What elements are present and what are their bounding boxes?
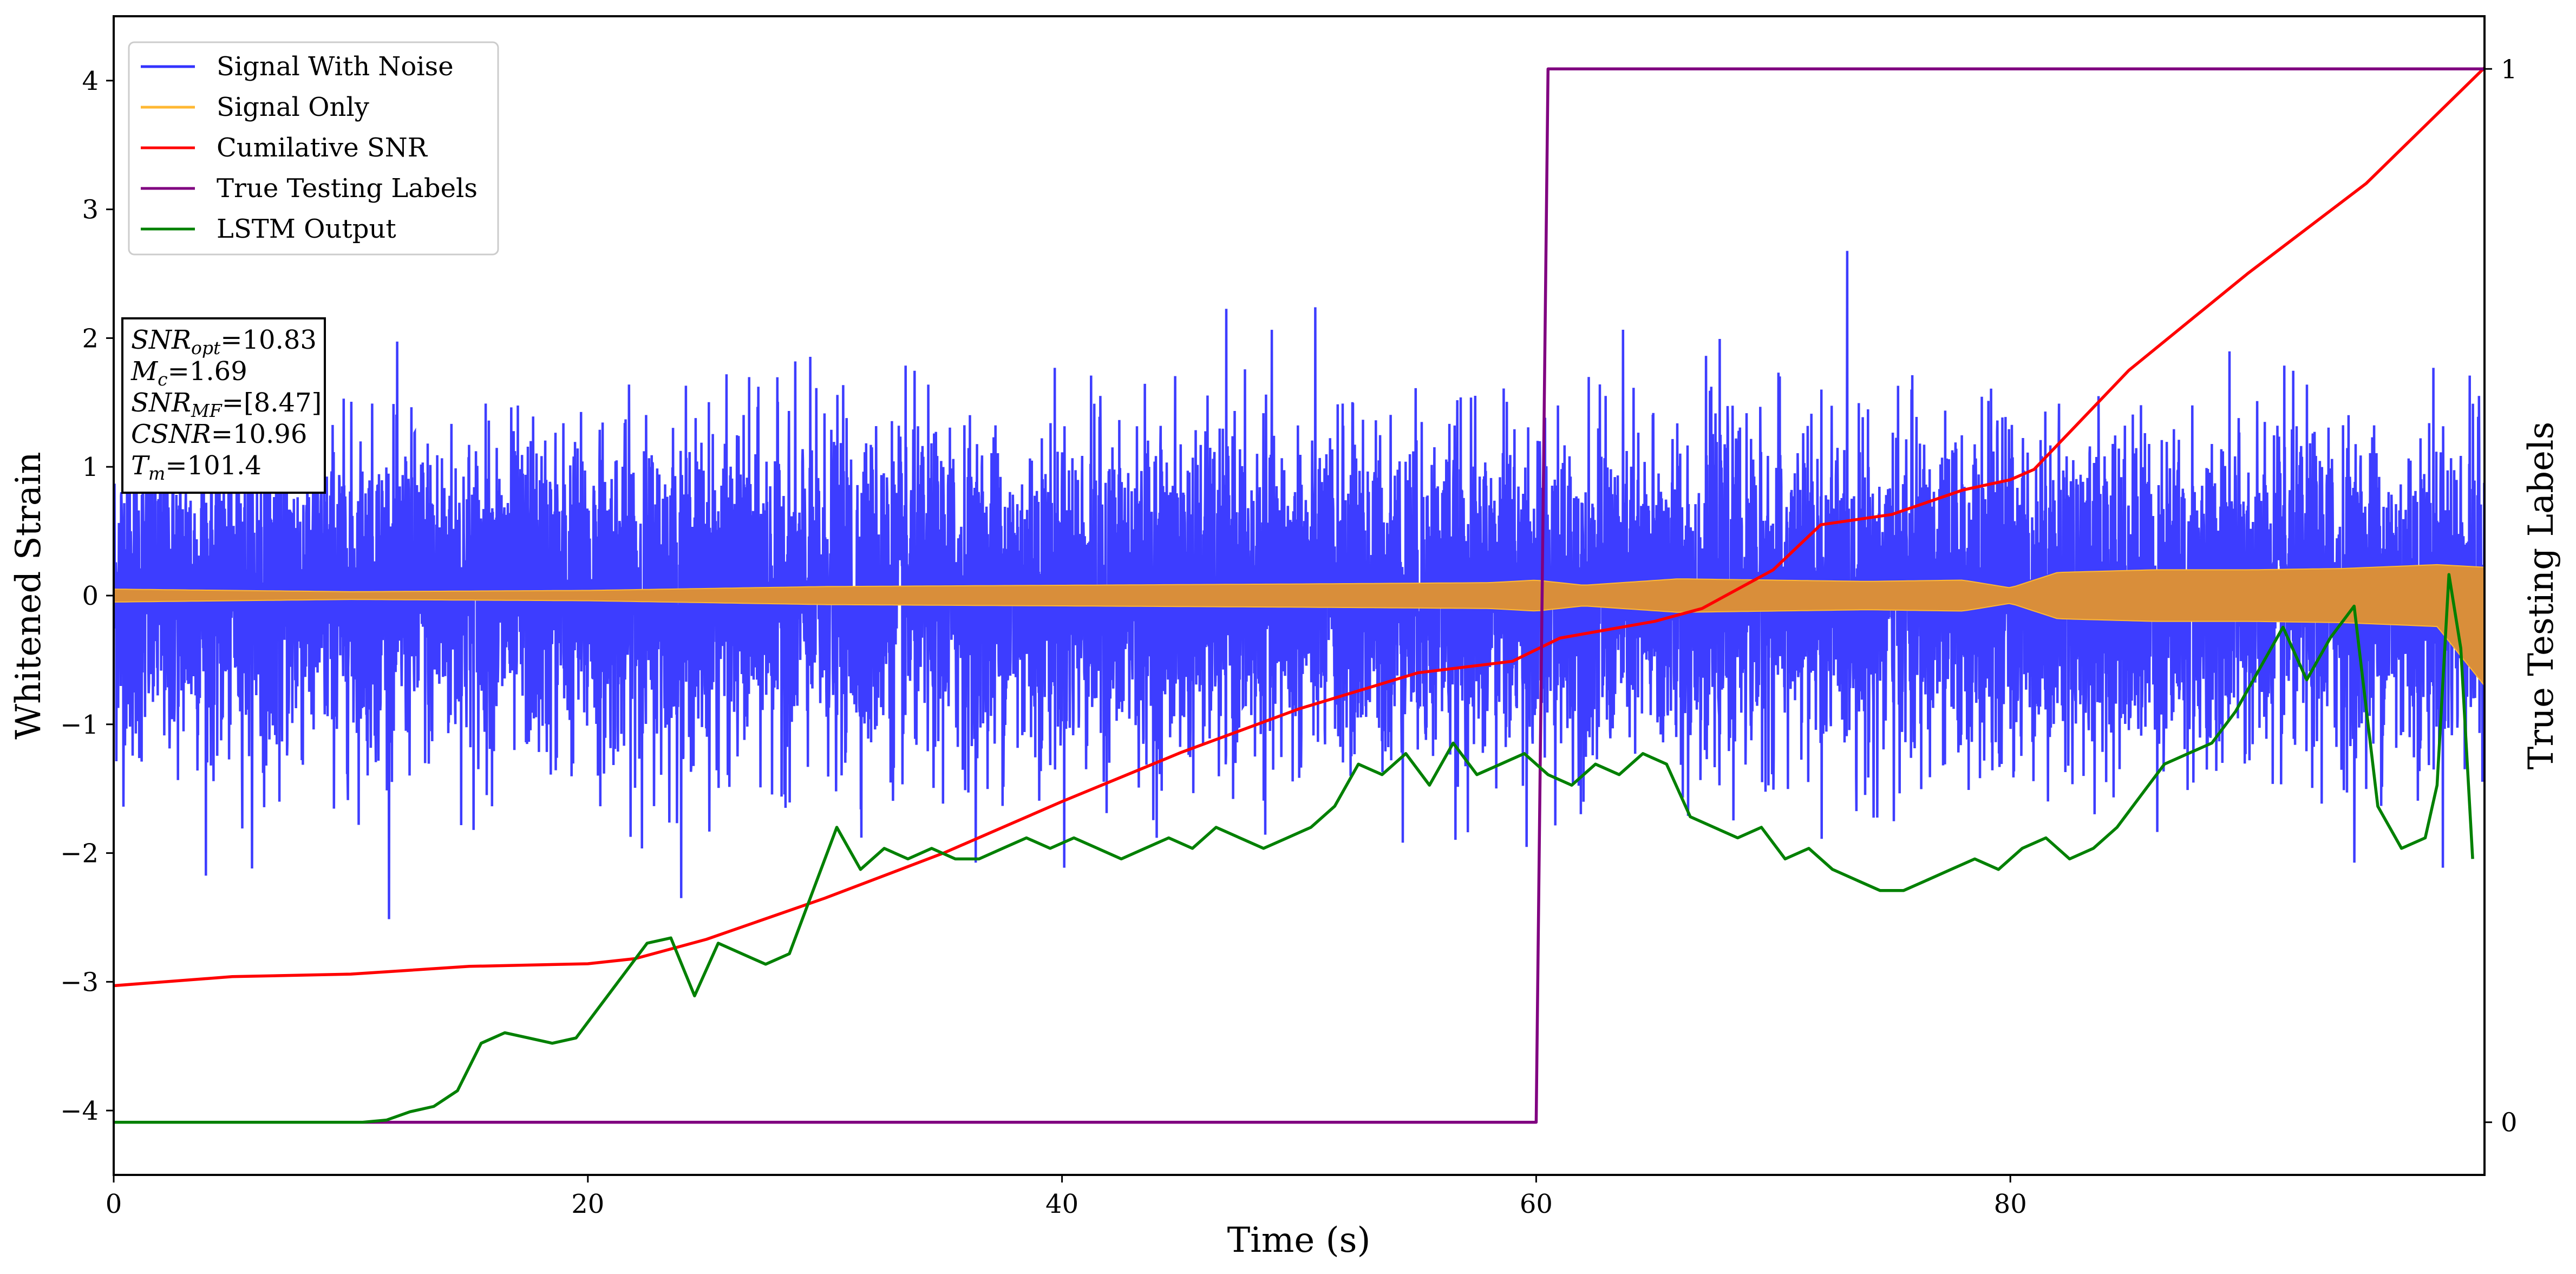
y2-tick-label: 1 — [2501, 54, 2518, 84]
y-axis-label: Whitened Strain — [9, 452, 49, 739]
y2-tick-label: 0 — [2501, 1108, 2518, 1138]
x-tick-label: 60 — [1520, 1189, 1553, 1219]
series-cumilative-snr — [114, 67, 2485, 988]
y-tick-label: −1 — [60, 710, 99, 740]
y2-axis-label: True Testing Labels — [2521, 422, 2561, 770]
y-tick-label: 4 — [82, 66, 99, 96]
info-box: SNRopt=10.83Mc=1.69SNRMF=[8.47]CSNR=10.9… — [121, 317, 326, 494]
legend-entry: True Testing Labels — [217, 173, 478, 204]
info-line: Mc=1.69 — [130, 356, 247, 390]
y-tick-label: 0 — [82, 581, 99, 611]
legend-box — [128, 41, 499, 256]
x-axis-label: Time (s) — [1227, 1220, 1371, 1260]
info-line: Tm=101.4 — [131, 450, 261, 484]
legend-entry: Cumilative SNR — [217, 133, 428, 163]
x-tick-label: 20 — [571, 1189, 604, 1219]
info-line: CSNR=10.96 — [131, 419, 307, 449]
info-box-frame — [121, 317, 326, 494]
info-line: SNRopt=10.83 — [131, 325, 317, 358]
y-tick-label: −3 — [60, 967, 99, 997]
series-signal-only — [114, 564, 2485, 687]
legend-entry: LSTM Output — [217, 214, 396, 244]
series-true-testing-labels — [114, 67, 2485, 1124]
y-tick-label: −4 — [60, 1096, 99, 1126]
series-lstm-output — [114, 573, 2474, 1124]
x-tick-label: 0 — [106, 1189, 122, 1219]
legend: Signal With Noise Signal Only Cumilative S… — [128, 41, 499, 256]
y-tick-label: 2 — [82, 323, 99, 354]
info-line: SNRMF=[8.47] — [131, 388, 322, 421]
y-tick-label: 1 — [82, 452, 99, 482]
legend-entry: Signal Only — [217, 92, 369, 122]
y-tick-label: 3 — [82, 195, 99, 225]
plot-area — [114, 67, 2485, 1124]
legend-entry: Signal With Noise — [217, 51, 454, 82]
x-tick-label: 80 — [1994, 1189, 2027, 1219]
x-tick-label: 40 — [1045, 1189, 1078, 1219]
y-tick-label: −2 — [60, 839, 99, 869]
